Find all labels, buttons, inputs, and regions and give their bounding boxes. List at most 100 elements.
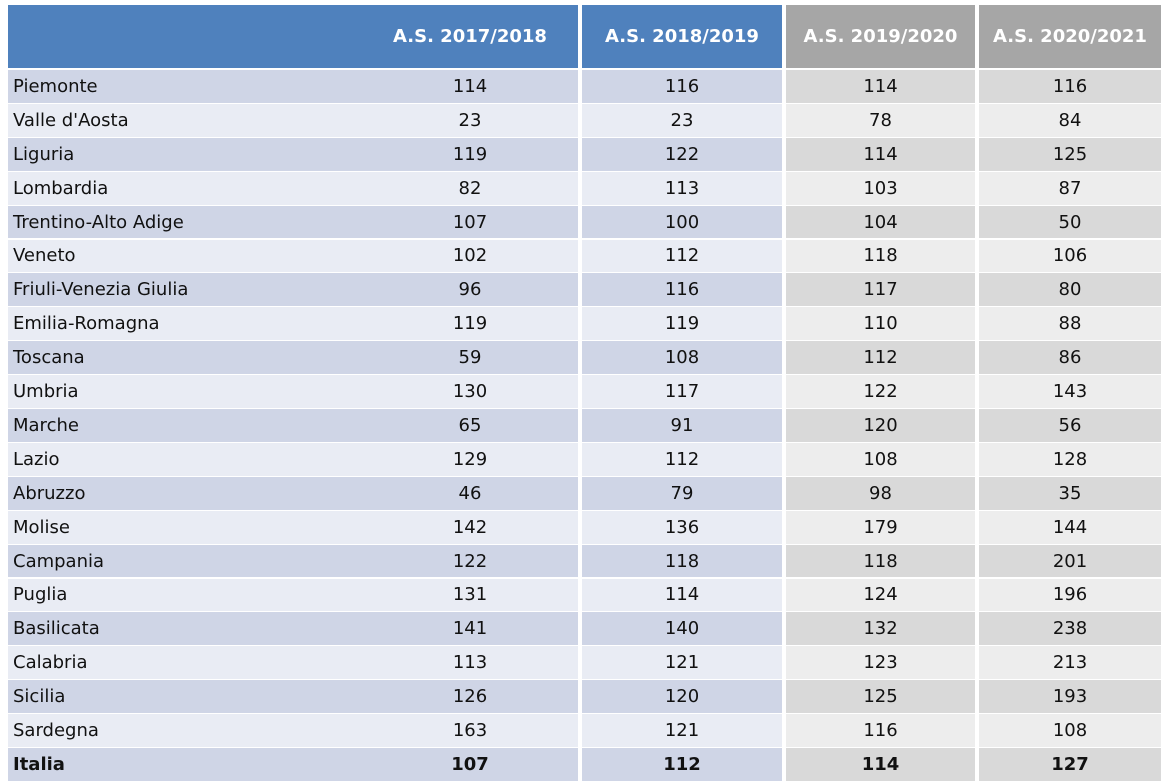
row-label: Friuli-Venezia Giulia [8,273,362,307]
row-label: Abruzzo [8,476,362,510]
row-value: 163 [362,714,578,747]
row-label: Toscana [8,341,362,375]
row-value: 112 [582,239,782,273]
row-value: 121 [582,714,782,747]
row-value: 110 [786,307,975,341]
row-value: 106 [979,239,1161,273]
row-value: 140 [582,612,782,646]
row-value: 86 [979,341,1161,375]
row-value: 107 [362,205,578,239]
row-value: 113 [582,171,782,205]
total-row-value: 114 [786,748,975,781]
row-value: 65 [362,409,578,442]
column-header: A.S. 2018/2019 [582,5,782,68]
row-value: 98 [786,476,975,510]
row-value: 108 [582,341,782,375]
row-value: 136 [582,510,782,544]
row-value: 126 [362,680,578,714]
row-value: 124 [786,578,975,612]
row-label: Campania [8,544,362,578]
row-value: 213 [979,646,1161,680]
row-value: 103 [786,171,975,205]
row-value: 114 [582,578,782,612]
row-label: Trentino-Alto Adige [8,205,362,239]
row-value: 84 [979,103,1161,137]
row-value: 112 [582,442,782,476]
total-row-value: 127 [979,748,1161,781]
row-value: 23 [362,103,578,137]
row-label: Lazio [8,442,362,476]
row-value: 79 [582,476,782,510]
row-value: 120 [582,680,782,714]
row-value: 112 [786,341,975,375]
row-label: Lombardia [8,171,362,205]
row-value: 87 [979,171,1161,205]
row-label: Marche [8,409,362,442]
total-row-value: 107 [362,748,578,781]
row-value: 123 [786,646,975,680]
row-value: 116 [582,273,782,307]
row-value: 117 [786,273,975,307]
row-value: 129 [362,442,578,476]
row-value: 142 [362,510,578,544]
row-value: 100 [582,205,782,239]
row-value: 118 [786,544,975,578]
row-value: 108 [786,442,975,476]
row-label: Basilicata [8,612,362,646]
row-value: 130 [362,375,578,408]
row-value: 119 [362,137,578,171]
row-value: 116 [979,70,1161,103]
row-value: 102 [362,239,578,273]
row-label: Calabria [8,646,362,680]
row-value: 23 [582,103,782,137]
row-value: 193 [979,680,1161,714]
row-value: 116 [786,714,975,747]
column-header: A.S. 2020/2021 [979,5,1161,68]
row-label: Puglia [8,578,362,612]
row-value: 91 [582,409,782,442]
row-value: 128 [979,442,1161,476]
row-value: 125 [786,680,975,714]
row-value: 118 [786,239,975,273]
row-label: Sicilia [8,680,362,714]
row-value: 56 [979,409,1161,442]
row-value: 96 [362,273,578,307]
row-value: 113 [362,646,578,680]
row-label: Veneto [8,239,362,273]
row-value: 179 [786,510,975,544]
column-header: A.S. 2019/2020 [786,5,975,68]
row-value: 119 [582,307,782,341]
row-value: 118 [582,544,782,578]
row-value: 196 [979,578,1161,612]
row-value: 104 [786,205,975,239]
column-header: A.S. 2017/2018 [362,5,578,68]
row-value: 114 [786,137,975,171]
row-value: 120 [786,409,975,442]
row-label: Molise [8,510,362,544]
row-value: 50 [979,205,1161,239]
row-value: 59 [362,341,578,375]
row-value: 119 [362,307,578,341]
row-value: 80 [979,273,1161,307]
total-row-label: Italia [8,748,362,781]
row-value: 132 [786,612,975,646]
row-value: 35 [979,476,1161,510]
row-value: 144 [979,510,1161,544]
total-row-value: 112 [582,748,782,781]
row-value: 122 [786,375,975,408]
row-label: Emilia-Romagna [8,307,362,341]
row-label: Umbria [8,375,362,408]
row-value: 108 [979,714,1161,747]
row-label: Sardegna [8,714,362,747]
row-value: 116 [582,70,782,103]
row-value: 131 [362,578,578,612]
row-label: Piemonte [8,70,362,103]
row-value: 78 [786,103,975,137]
row-value: 122 [362,544,578,578]
row-value: 88 [979,307,1161,341]
row-label: Valle d'Aosta [8,103,362,137]
row-value: 141 [362,612,578,646]
header-corner [8,5,362,68]
row-value: 201 [979,544,1161,578]
